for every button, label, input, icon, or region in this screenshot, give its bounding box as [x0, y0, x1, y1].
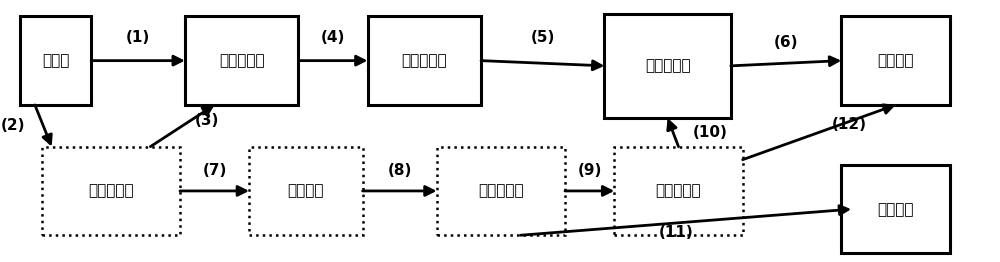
FancyBboxPatch shape — [841, 16, 950, 105]
FancyBboxPatch shape — [437, 147, 565, 235]
FancyBboxPatch shape — [368, 16, 481, 105]
Text: (12): (12) — [831, 117, 866, 132]
Text: 苯二甲酸: 苯二甲酸 — [877, 53, 914, 68]
Text: 醛基苯甲醇: 醛基苯甲醇 — [478, 183, 524, 198]
FancyBboxPatch shape — [185, 16, 298, 105]
FancyBboxPatch shape — [42, 147, 180, 235]
Text: 二甲苯: 二甲苯 — [42, 53, 69, 68]
Text: 羧基苯甲醛: 羧基苯甲醛 — [645, 58, 690, 73]
Text: (2): (2) — [1, 118, 25, 133]
FancyBboxPatch shape — [841, 165, 950, 254]
Text: (5): (5) — [531, 30, 555, 45]
Text: (7): (7) — [202, 163, 227, 178]
Text: 甲基苯甲醇: 甲基苯甲醇 — [88, 183, 134, 198]
Text: (6): (6) — [774, 35, 798, 50]
FancyBboxPatch shape — [604, 14, 731, 118]
Text: (4): (4) — [321, 30, 345, 45]
Text: 苯二甲醇: 苯二甲醇 — [288, 183, 324, 198]
Text: 甲基苯甲醛: 甲基苯甲醛 — [219, 53, 264, 68]
FancyBboxPatch shape — [614, 147, 743, 235]
FancyBboxPatch shape — [20, 16, 91, 105]
FancyBboxPatch shape — [249, 147, 363, 235]
Text: (8): (8) — [387, 163, 412, 178]
Text: (11): (11) — [659, 225, 693, 240]
Text: 羧基苯甲醇: 羧基苯甲醇 — [656, 183, 701, 198]
Text: (3): (3) — [195, 113, 219, 128]
Text: 苯二甲醛: 苯二甲醛 — [877, 202, 914, 217]
Text: (1): (1) — [126, 30, 150, 45]
Text: 甲基苯甲酸: 甲基苯甲酸 — [401, 53, 447, 68]
Text: (10): (10) — [693, 125, 728, 140]
Text: (9): (9) — [577, 163, 602, 178]
